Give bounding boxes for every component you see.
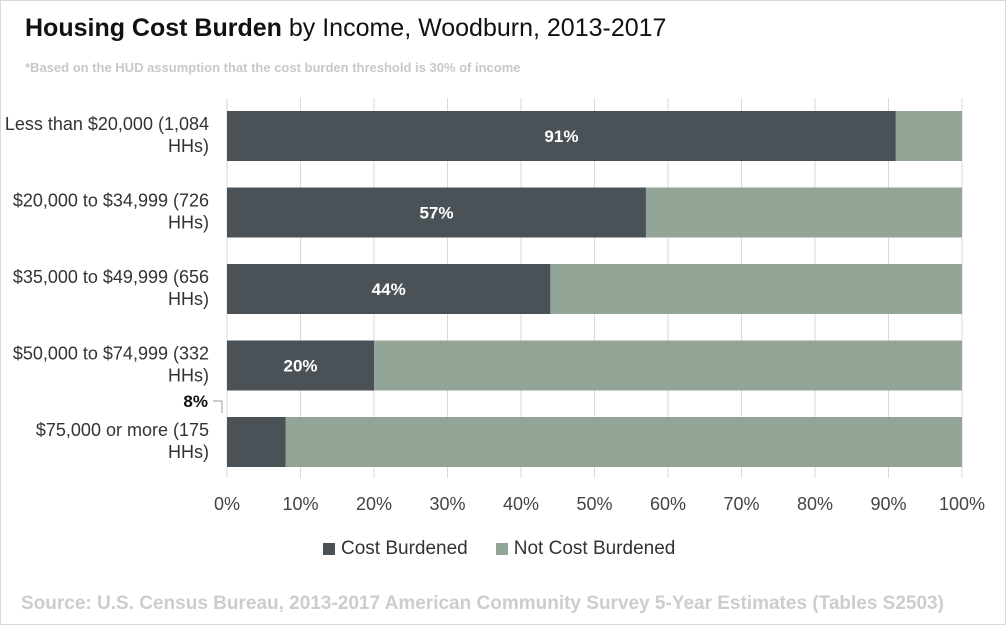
category-label: $75,000 or more (175 <box>36 420 209 440</box>
legend: Cost Burdened Not Cost Burdened <box>323 538 703 560</box>
x-tick-label: 30% <box>429 494 465 514</box>
category-label: HHs) <box>168 442 209 462</box>
legend-entry-not-cost-burdened: Not Cost Burdened <box>495 538 676 560</box>
category-label: $35,000 to $49,999 (656 <box>13 267 209 287</box>
category-label: HHs) <box>168 136 209 156</box>
x-tick-label: 60% <box>650 494 686 514</box>
x-tick-label: 0% <box>214 494 240 514</box>
data-label: 20% <box>283 357 317 376</box>
bar-not-cost-burdened <box>374 340 962 391</box>
chart-title-bold: Housing Cost Burden <box>25 14 282 42</box>
data-label: 57% <box>419 204 453 223</box>
legend-entry-cost-burdened: Cost Burdened <box>323 538 468 560</box>
x-tick-label: 100% <box>939 494 985 514</box>
category-label: $50,000 to $74,999 (332 <box>13 344 209 364</box>
x-tick-label: 80% <box>797 494 833 514</box>
legend-label-not-cost-burdened: Not Cost Burdened <box>513 538 676 559</box>
bar-not-cost-burdened <box>895 111 962 161</box>
chart-subtitle: *Based on the HUD assumption that the co… <box>25 60 521 75</box>
source-note: Source: U.S. Census Bureau, 2013-2017 Am… <box>21 593 944 614</box>
x-tick-label: 40% <box>503 494 539 514</box>
bar-not-cost-burdened <box>550 264 962 314</box>
data-label: 8% <box>183 392 208 411</box>
chart-title: Housing Cost Burden by Income, Woodburn,… <box>25 14 666 43</box>
legend-label-cost-burdened: Cost Burdened <box>341 538 468 559</box>
bar-cost-burdened <box>227 340 374 391</box>
bar-cost-burdened <box>227 264 551 314</box>
bar-cost-burdened <box>227 417 286 467</box>
legend-swatch-not-cost-burdened <box>495 543 508 555</box>
x-tick-label: 70% <box>723 494 759 514</box>
bar-not-cost-burdened <box>645 187 962 238</box>
category-label: $20,000 to $34,999 (726 <box>13 191 209 211</box>
x-tick-label: 50% <box>576 494 612 514</box>
chart-title-rest: by Income, Woodburn, 2013-2017 <box>281 14 667 42</box>
x-tick-label: 90% <box>870 494 906 514</box>
legend-swatch-cost-burdened <box>323 543 335 555</box>
category-label: HHs) <box>168 213 209 233</box>
category-label: HHs) <box>168 366 209 386</box>
x-tick-label: 10% <box>282 494 318 514</box>
data-label: 44% <box>372 280 406 299</box>
data-label: 91% <box>544 127 578 146</box>
category-label: Less than $20,000 (1,084 <box>5 114 209 134</box>
bar-cost-burdened <box>227 187 646 238</box>
category-label: HHs) <box>168 289 209 309</box>
bar-cost-burdened <box>227 111 896 161</box>
x-tick-label: 20% <box>356 494 392 514</box>
bar-not-cost-burdened <box>285 417 962 467</box>
